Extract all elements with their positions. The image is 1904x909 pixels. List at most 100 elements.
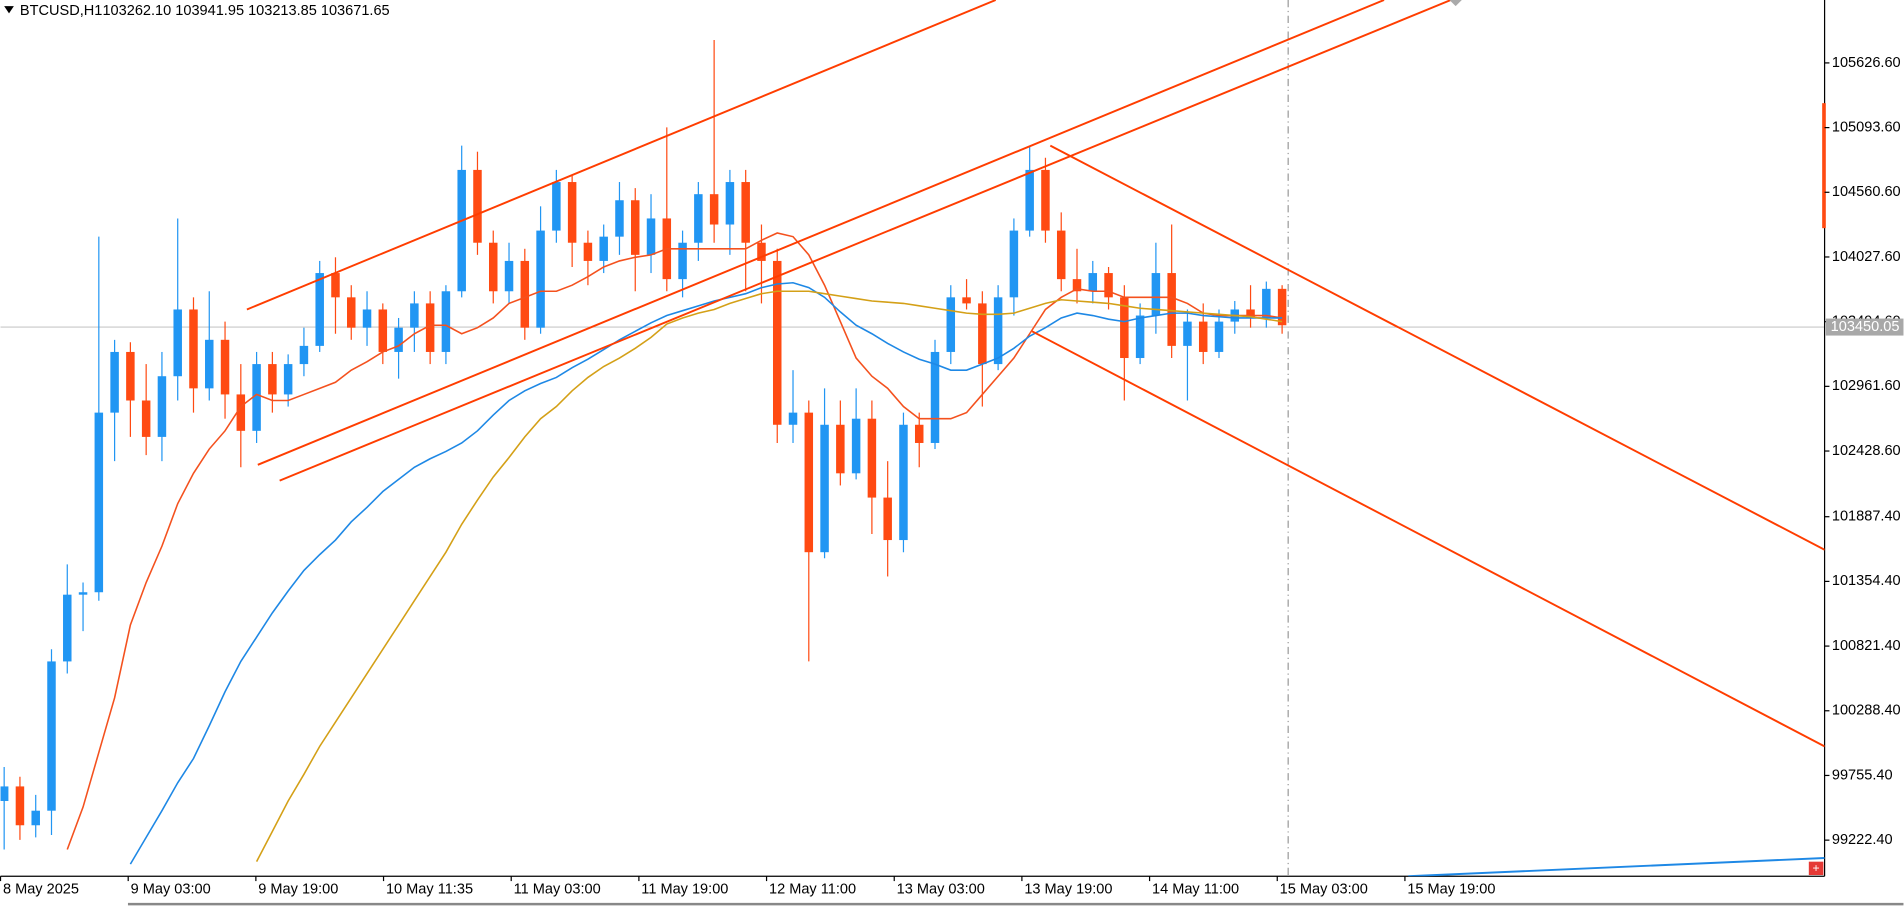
candle-body [1072, 279, 1082, 292]
candle-body [331, 273, 340, 298]
candle-body [1120, 297, 1129, 359]
candle-body [252, 364, 261, 431]
y-tick-label: 100288.40 [1832, 703, 1901, 719]
x-tick-label: 13 May 03:00 [897, 881, 985, 897]
candle-body [599, 236, 608, 261]
candle-body [851, 418, 861, 474]
x-tick-label: 9 May 03:00 [131, 881, 211, 897]
candle-body [173, 309, 182, 377]
candle-body [47, 661, 56, 811]
x-tick-label: 15 May 03:00 [1280, 881, 1368, 897]
candle-body [930, 351, 940, 443]
candle-body [425, 303, 435, 352]
candle-body [914, 424, 924, 443]
candle-body [946, 297, 956, 352]
candle-body [1104, 273, 1113, 298]
candle-body [646, 218, 656, 255]
candle-body [362, 309, 372, 328]
candle-body [1183, 321, 1192, 346]
candle-body [962, 297, 971, 304]
candle-body [1151, 273, 1161, 316]
y-tick-label: 102428.60 [1832, 443, 1901, 459]
x-tick-label: 15 May 19:00 [1407, 881, 1495, 897]
candle-body [567, 182, 577, 243]
trend-line [257, 0, 1385, 466]
candle-body [709, 194, 719, 225]
candle-body [457, 169, 466, 292]
moving-average [255, 290, 1283, 863]
candle-body [899, 424, 908, 541]
candle-body [394, 327, 403, 352]
candle-body [299, 345, 309, 365]
candle-body [378, 309, 388, 352]
candle-body [978, 303, 987, 365]
candle-body [757, 242, 766, 261]
y-tick-label: 105093.60 [1832, 119, 1901, 135]
last-price-box [1825, 318, 1904, 336]
x-tick-label: 13 May 19:00 [1024, 881, 1112, 897]
y-tick-label: 104027.60 [1832, 249, 1901, 265]
trend-line [1049, 144, 1825, 551]
candle-body [268, 364, 277, 395]
candle-body [804, 412, 814, 553]
y-tick-label: 105626.60 [1832, 55, 1901, 71]
candle-body [630, 200, 640, 255]
candle-body [1262, 288, 1271, 318]
y-tick-label: 101354.40 [1832, 573, 1901, 589]
candle-body [489, 242, 498, 292]
trend-line [1031, 330, 1825, 748]
x-tick-label: 11 May 03:00 [514, 881, 601, 897]
candle-body [993, 297, 1003, 365]
candle-body [1041, 169, 1050, 231]
candle-body [1025, 169, 1034, 231]
candle-body [772, 260, 782, 425]
candle-body [78, 592, 88, 595]
candle-body [788, 412, 798, 425]
candle-body [536, 230, 545, 328]
candle-body [725, 182, 735, 225]
x-tick-label: 12 May 11:00 [769, 881, 856, 897]
menu-arrow[interactable] [4, 6, 14, 14]
candle-body [867, 418, 877, 498]
candle-body [157, 376, 167, 437]
y-tick-label: 100821.40 [1832, 638, 1901, 654]
candle-body [694, 194, 703, 243]
y-tick-label: 99222.40 [1832, 832, 1893, 848]
moving-average [66, 232, 1283, 850]
candle-body [883, 497, 892, 541]
y-tick-label: 102961.60 [1832, 378, 1901, 394]
trend-lines [246, 0, 1825, 877]
candle-body [820, 424, 829, 553]
candle-body [473, 169, 482, 243]
add-icon[interactable]: + [1813, 861, 1820, 875]
candle-body [189, 309, 198, 389]
add-button[interactable] [1808, 861, 1824, 876]
candle-body [0, 786, 9, 801]
y-tick-label: 101887.40 [1832, 509, 1901, 525]
candle-body [1088, 273, 1098, 292]
y-tick-label: 99755.40 [1832, 767, 1893, 783]
candle-body [441, 291, 451, 352]
y-tick-label: 104560.60 [1832, 184, 1901, 200]
candle-body [1214, 321, 1224, 352]
candle-body [31, 810, 40, 826]
plot-area [0, 0, 1825, 877]
candle-body [236, 394, 246, 431]
candle-body [836, 424, 845, 474]
ohlc-quote: 103262.10 103941.95 103213.85 103671.65 [102, 3, 389, 19]
trend-line [246, 0, 997, 311]
x-tick-label: 10 May 11:35 [386, 881, 473, 897]
candle-body [283, 364, 293, 395]
candle-body [741, 182, 750, 243]
candle-body [410, 303, 419, 328]
candle-body [583, 242, 593, 261]
candle-body [205, 339, 214, 389]
candle-body [1135, 315, 1145, 359]
candle-body [141, 400, 151, 437]
candle-body [1277, 288, 1287, 326]
indicator-line [1408, 857, 1825, 877]
candle-body [1009, 230, 1019, 298]
candle-body [504, 260, 514, 292]
